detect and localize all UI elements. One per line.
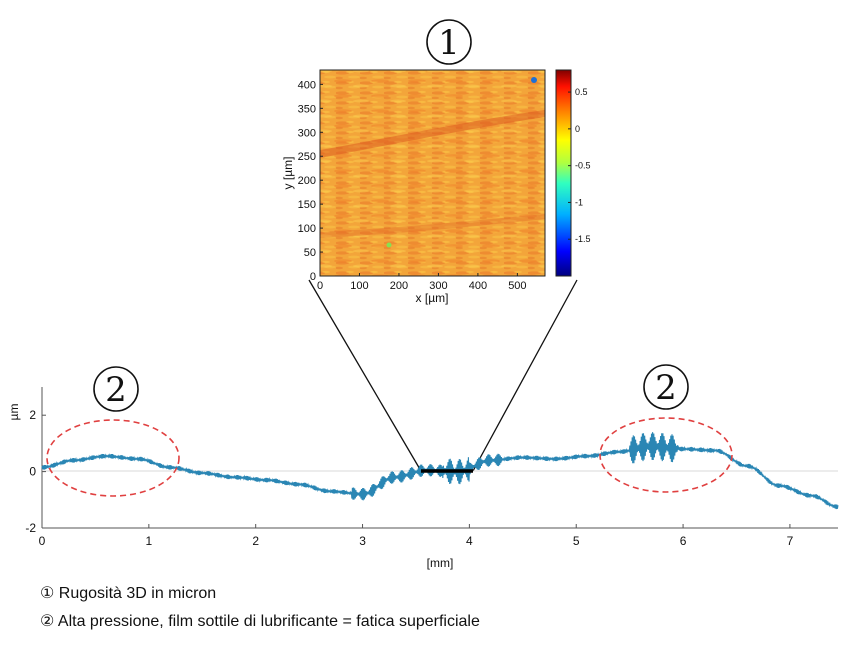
profile-xtick-label: 5: [573, 534, 580, 548]
colorbar-tick-label: -1.5: [575, 234, 591, 244]
heatmap-xtick-label: 400: [469, 280, 487, 292]
svg-text:2: 2: [105, 370, 127, 410]
profile-xtick-label: 1: [146, 534, 153, 548]
highlight-region-right: [599, 417, 733, 493]
colorbar: 0.5 0 -0.5 -1 -1.5: [555, 69, 591, 277]
heatmap-ytick-label: 300: [298, 127, 316, 139]
profile-ytick-label: -2: [25, 521, 36, 535]
profile-xlabel: [mm]: [427, 556, 454, 570]
svg-text:2: 2: [655, 368, 677, 408]
profile-xtick-label: 2: [252, 534, 259, 548]
heatmap-scratch-band: [320, 110, 545, 158]
heatmap-plot: 0 100 200 300 400 500 0 50 100 150 200 250 300 350 40…: [281, 69, 546, 305]
profile-xtick-label: 6: [680, 534, 687, 548]
caption-line-1: ① Rugosità 3D in micron: [40, 585, 217, 602]
marker-2-right: 2: [643, 364, 689, 410]
marker-2-left: 2: [93, 366, 139, 412]
heatmap-ytick-label: 150: [298, 199, 316, 211]
profile-xtick-label: 3: [359, 534, 366, 548]
heatmap-xtick-label: 300: [429, 280, 447, 292]
heatmap-spot: [531, 77, 537, 83]
heatmap-texture: [320, 70, 545, 276]
colorbar-tick-label: 0.5: [575, 87, 588, 97]
highlight-region-left: [46, 419, 180, 497]
heatmap-ytick-label: 0: [310, 271, 316, 283]
svg-text:1: 1: [438, 23, 460, 63]
heatmap-ytick-label: 350: [298, 103, 316, 115]
profile-ytick-label: 2: [29, 408, 36, 422]
heatmap-xtick-label: 0: [317, 280, 323, 292]
profile-xtick-label: 4: [466, 534, 473, 548]
zoom-connector-left: [308, 279, 422, 472]
profile-ylabel: µm: [7, 404, 21, 421]
colorbar-tick-label: 0: [575, 124, 580, 134]
heatmap-ytick-label: 100: [298, 223, 316, 235]
heatmap-ytick-label: 400: [298, 79, 316, 91]
heatmap-xlabel: x [µm]: [416, 291, 449, 305]
colorbar-tick-label: -1: [575, 197, 583, 207]
heatmap-frame: [319, 69, 546, 277]
zoom-connector-right: [472, 279, 578, 472]
heatmap-xtick-label: 500: [508, 280, 526, 292]
profile-ytick-label: 0: [29, 465, 36, 479]
profile-xtick-label: 0: [39, 534, 46, 548]
heatmap-ylabel: y [µm]: [281, 157, 295, 190]
colorbar-gradient: [555, 69, 572, 277]
heatmap-xtick-label: 200: [390, 280, 408, 292]
profile-xtick-label: 7: [787, 534, 794, 548]
heatmap-spot: [386, 242, 392, 248]
heatmap-ytick-label: 200: [298, 175, 316, 187]
profile-series-line: [41, 432, 839, 510]
heatmap-ytick-label: 250: [298, 151, 316, 163]
heatmap-scratch-band: [320, 214, 545, 238]
colorbar-tick-label: -0.5: [575, 161, 591, 171]
marker-1: 1: [426, 19, 472, 65]
heatmap-xtick-label: 100: [350, 280, 368, 292]
heatmap-ytick-label: 50: [304, 247, 316, 259]
caption-line-2: ② Alta pressione, film sottile di lubrif…: [40, 613, 480, 630]
